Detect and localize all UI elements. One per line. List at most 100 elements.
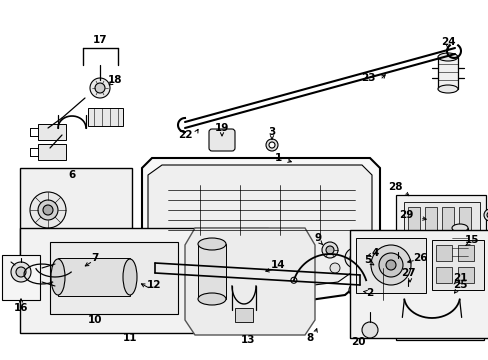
Circle shape	[370, 245, 410, 285]
Ellipse shape	[390, 245, 404, 251]
Ellipse shape	[437, 85, 457, 93]
Bar	[458, 207, 470, 239]
Ellipse shape	[198, 293, 225, 305]
Circle shape	[11, 262, 31, 282]
Polygon shape	[142, 158, 379, 310]
Circle shape	[95, 83, 105, 93]
Text: 29: 29	[398, 210, 412, 220]
Text: 23: 23	[360, 73, 374, 83]
Circle shape	[401, 286, 413, 298]
Circle shape	[404, 289, 410, 295]
Text: 12: 12	[146, 280, 161, 290]
Circle shape	[30, 192, 66, 228]
Bar	[349, 230, 488, 338]
Bar	[441, 207, 453, 239]
Bar	[424, 207, 436, 239]
Text: 20: 20	[350, 337, 365, 347]
Text: 15: 15	[464, 235, 478, 245]
Ellipse shape	[451, 259, 467, 267]
Text: 26: 26	[412, 253, 427, 263]
Polygon shape	[148, 165, 371, 294]
Circle shape	[363, 277, 368, 283]
Bar	[235, 308, 252, 322]
Circle shape	[265, 139, 278, 151]
Text: 21: 21	[452, 273, 467, 283]
Bar	[407, 298, 427, 326]
Circle shape	[394, 262, 400, 268]
Circle shape	[249, 263, 260, 273]
Text: 2: 2	[366, 288, 373, 298]
Polygon shape	[184, 228, 314, 335]
Circle shape	[16, 267, 26, 277]
Text: 19: 19	[214, 123, 229, 133]
Circle shape	[209, 263, 220, 273]
Circle shape	[268, 142, 274, 148]
Bar	[431, 240, 483, 290]
Circle shape	[47, 250, 63, 266]
Text: 22: 22	[177, 130, 192, 140]
Circle shape	[390, 258, 404, 272]
Circle shape	[38, 200, 58, 220]
Bar	[435, 267, 451, 283]
Bar	[50, 242, 178, 314]
Circle shape	[411, 306, 423, 318]
Bar	[355, 238, 425, 293]
Circle shape	[351, 287, 357, 293]
Bar	[88, 108, 123, 126]
Text: 28: 28	[387, 182, 402, 192]
Text: 10: 10	[87, 315, 102, 325]
Circle shape	[325, 246, 333, 254]
Circle shape	[385, 260, 395, 270]
Circle shape	[321, 242, 337, 258]
Ellipse shape	[451, 224, 467, 232]
Bar	[395, 285, 483, 340]
Bar	[58, 258, 130, 296]
Text: 18: 18	[107, 75, 122, 85]
Text: 13: 13	[240, 335, 255, 345]
Text: 5: 5	[364, 255, 371, 265]
Circle shape	[349, 253, 359, 263]
Circle shape	[290, 277, 296, 283]
Text: 16: 16	[14, 303, 28, 313]
Bar	[2, 255, 40, 300]
Bar	[38, 124, 66, 140]
Bar	[20, 228, 267, 333]
Bar	[403, 292, 455, 334]
Text: 27: 27	[400, 268, 414, 278]
Text: 11: 11	[122, 333, 137, 343]
Ellipse shape	[376, 278, 388, 283]
Ellipse shape	[376, 269, 388, 275]
Bar	[457, 245, 473, 261]
Ellipse shape	[198, 238, 225, 250]
Bar	[451, 228, 467, 263]
Circle shape	[348, 284, 360, 296]
Ellipse shape	[123, 259, 137, 295]
Circle shape	[361, 322, 377, 338]
Circle shape	[462, 293, 472, 303]
Bar	[198, 244, 225, 299]
Bar	[431, 300, 449, 324]
Bar	[457, 267, 473, 283]
Ellipse shape	[437, 53, 457, 61]
Bar	[435, 245, 451, 261]
Circle shape	[378, 253, 402, 277]
Text: 4: 4	[370, 248, 378, 258]
Circle shape	[483, 209, 488, 221]
Circle shape	[329, 263, 339, 273]
Text: 25: 25	[452, 280, 467, 290]
Bar	[437, 57, 457, 89]
Bar	[38, 144, 66, 160]
Circle shape	[43, 205, 53, 215]
Bar	[20, 168, 132, 308]
Circle shape	[41, 244, 69, 272]
Text: 24: 24	[440, 37, 454, 47]
Circle shape	[90, 78, 110, 98]
Text: 7: 7	[91, 253, 99, 263]
Text: 1: 1	[274, 153, 281, 163]
Text: 3: 3	[268, 127, 275, 137]
FancyBboxPatch shape	[208, 129, 235, 151]
Text: 17: 17	[93, 35, 107, 45]
Text: 6: 6	[68, 170, 76, 180]
Bar	[407, 207, 419, 239]
Circle shape	[436, 308, 444, 316]
